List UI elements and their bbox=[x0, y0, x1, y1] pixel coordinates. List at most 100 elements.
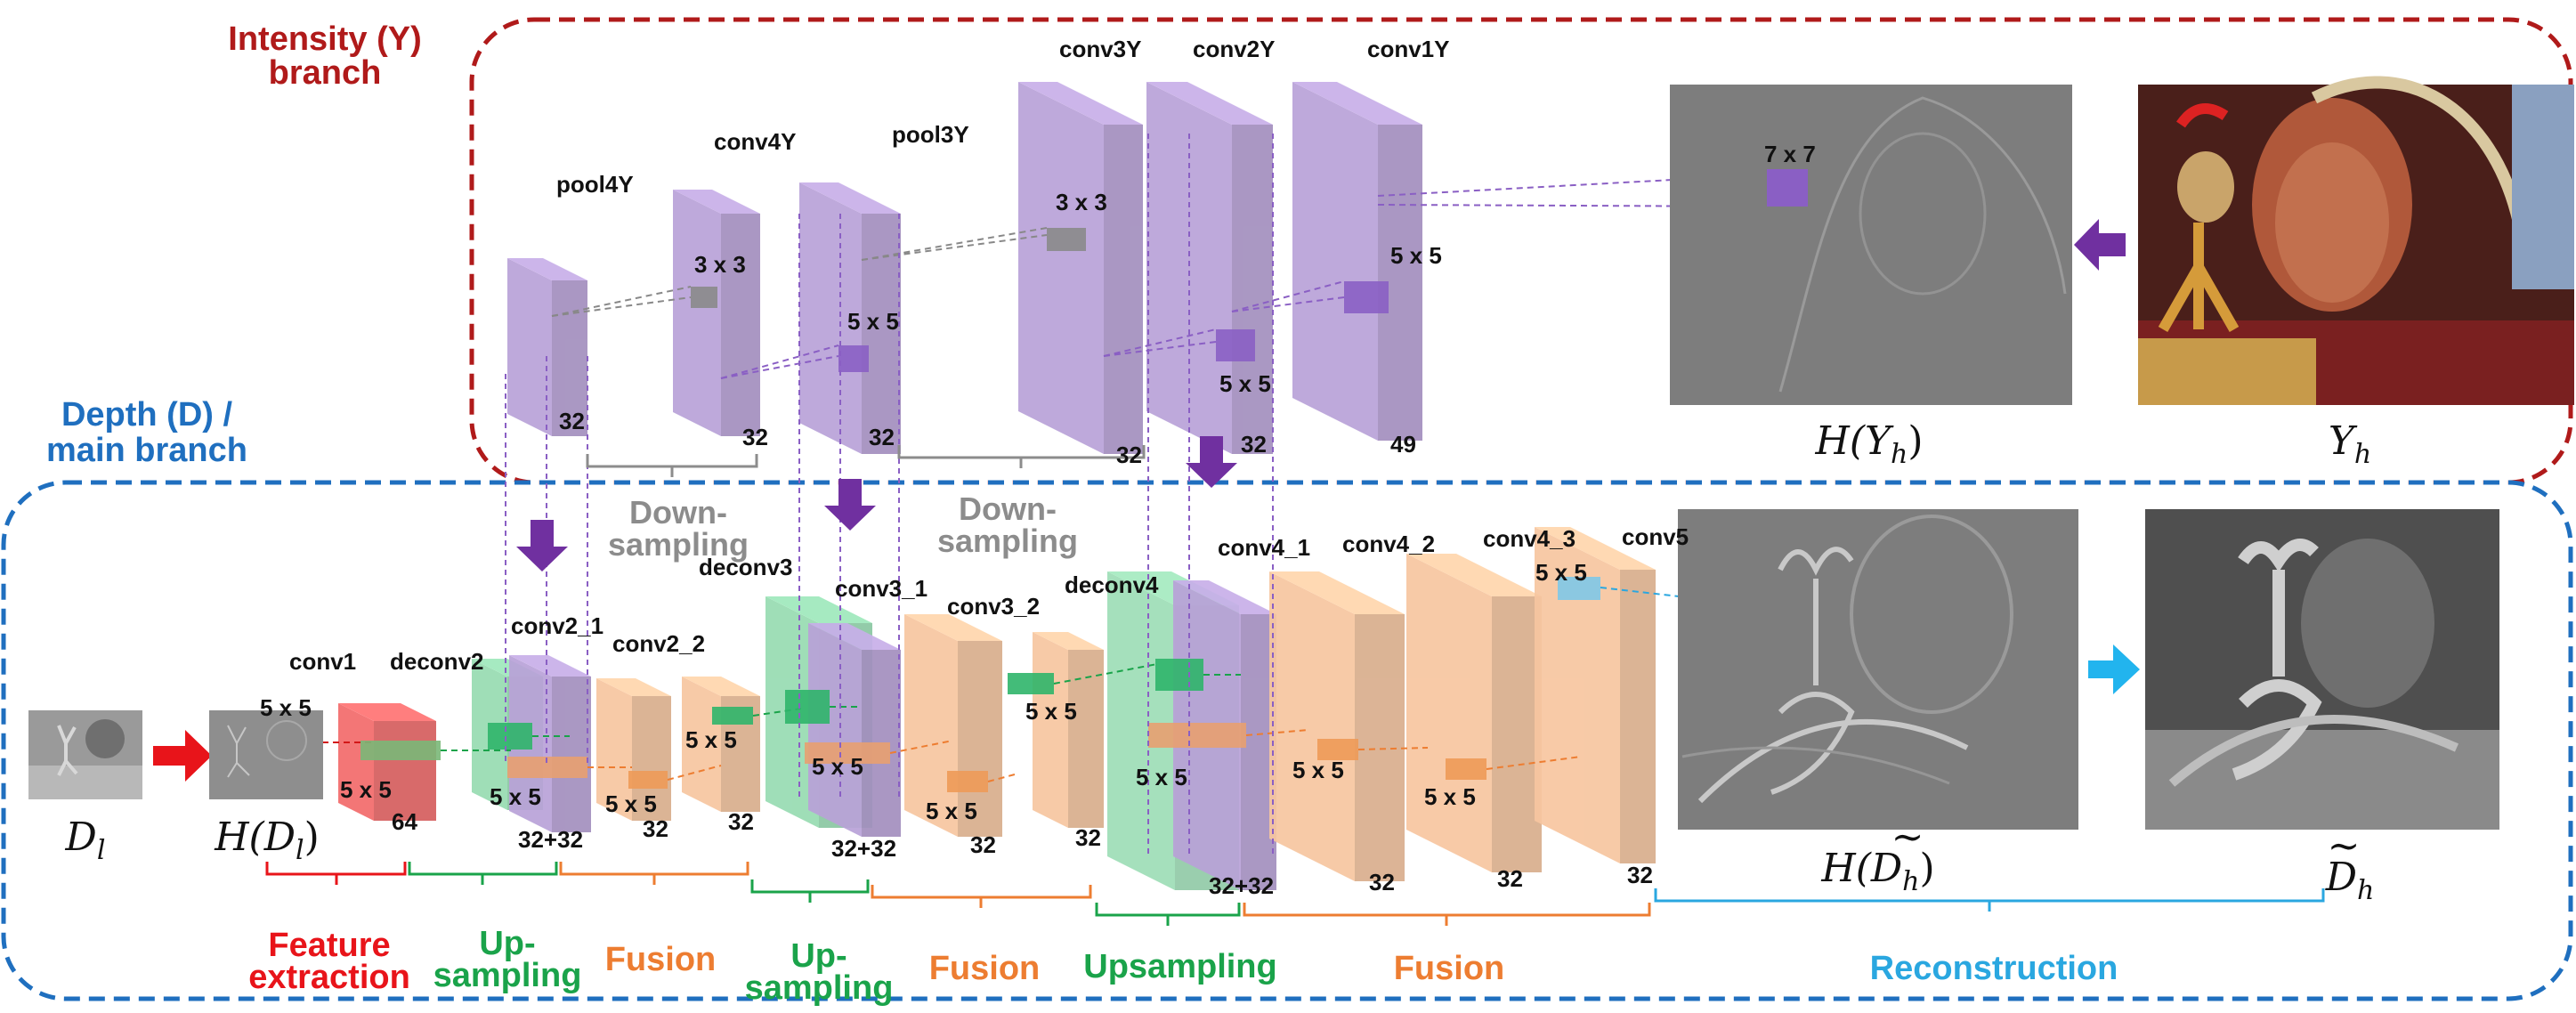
label-conv4_1: conv4_1 bbox=[1218, 534, 1310, 561]
image-HDh bbox=[1678, 509, 2078, 830]
channel-labels: 32 32 32 32 32 49 64 32+32 32 32 32+32 3… bbox=[392, 408, 1653, 899]
channel-label: 32 bbox=[1241, 431, 1267, 458]
label-conv4_2: conv4_2 bbox=[1342, 531, 1435, 557]
arrow-down-icon bbox=[824, 479, 876, 531]
projection-line bbox=[1231, 280, 1345, 312]
caption-Yh: Yh bbox=[2329, 418, 2371, 470]
kernel-label: 3 x 3 bbox=[694, 251, 746, 278]
label-conv2_1: conv2_1 bbox=[511, 612, 603, 639]
kernel-conv3_2 bbox=[947, 771, 988, 792]
channel-label: 32 bbox=[559, 408, 585, 434]
caption-HYh: H(Yh) bbox=[1814, 418, 1923, 470]
projection-line bbox=[1377, 174, 1772, 197]
block-deconv2 bbox=[338, 703, 436, 821]
down-arrows bbox=[516, 436, 1237, 571]
channel-label: 32 bbox=[1116, 442, 1142, 468]
projection-line bbox=[1377, 204, 1772, 207]
kernel-label: 5 x 5 bbox=[605, 790, 657, 817]
block-pool4Y bbox=[507, 258, 587, 436]
kernel-label: 5 x 5 bbox=[1390, 242, 1442, 269]
channel-label: 32+32 bbox=[518, 826, 583, 853]
kernel-conv4Y bbox=[838, 345, 869, 372]
kernel-cuboids bbox=[288, 174, 1915, 792]
arrow-right-cyan-icon bbox=[2088, 644, 2140, 694]
label-deconv4: deconv4 bbox=[1065, 571, 1159, 598]
block-conv2Y bbox=[1146, 82, 1273, 454]
kernel-deconv2 bbox=[360, 741, 441, 760]
projection-line bbox=[551, 296, 692, 317]
stage-upsampling-1: Up-sampling bbox=[433, 925, 582, 994]
kernel-label: 5 x 5 bbox=[490, 783, 541, 810]
projection-line bbox=[861, 234, 1048, 261]
block-conv3_2b bbox=[1033, 632, 1104, 828]
caption-Dl: Dl bbox=[65, 814, 106, 866]
kernel-conv2_2 bbox=[628, 771, 668, 789]
channel-label: 32 bbox=[1627, 862, 1653, 888]
arrow-left-icon bbox=[2074, 219, 2126, 271]
projection-line bbox=[667, 765, 722, 781]
label-pool4Y: pool4Y bbox=[556, 171, 634, 198]
label-conv1Y: conv1Y bbox=[1367, 36, 1450, 62]
projection-line bbox=[987, 774, 1016, 782]
block-conv4_2 bbox=[1406, 554, 1542, 872]
kernel-up3 bbox=[785, 690, 830, 724]
stage-fusion-2: Fusion bbox=[929, 950, 1041, 987]
kernel-pool4Y bbox=[691, 287, 717, 308]
label-deconv2: deconv2 bbox=[390, 648, 484, 675]
projection-line bbox=[720, 355, 839, 379]
label-conv1: conv1 bbox=[289, 648, 356, 675]
kernel-label: 5 x 5 bbox=[1424, 783, 1476, 810]
kernel-label: 5 x 5 bbox=[812, 753, 863, 780]
projection-line bbox=[1357, 747, 1429, 750]
channel-label: 32 bbox=[869, 424, 895, 450]
downsampling-label-2: Down-sampling bbox=[937, 490, 1078, 559]
kernel-pool3Y bbox=[1047, 228, 1086, 251]
channel-label: 32 bbox=[970, 831, 996, 858]
image-Dh bbox=[2145, 509, 2499, 830]
label-conv3_2: conv3_2 bbox=[947, 593, 1040, 620]
caption-HDh: H(Dh) bbox=[1820, 846, 1934, 897]
kernel-label: 5 x 5 bbox=[1219, 370, 1271, 397]
kernel-label: 5 x 5 bbox=[340, 776, 392, 803]
stage-upsampling-3: Upsampling bbox=[1083, 948, 1276, 985]
layer-blocks bbox=[338, 82, 1656, 890]
label-conv5: conv5 bbox=[1622, 523, 1689, 550]
channel-label: 32 bbox=[728, 808, 754, 835]
label-conv3Y: conv3Y bbox=[1059, 36, 1142, 62]
stage-reconstruction: Reconstruction bbox=[1870, 950, 2118, 987]
projection-line bbox=[752, 708, 802, 717]
kernel-deconv3 bbox=[712, 707, 753, 725]
projection-line bbox=[720, 344, 839, 379]
image-HYh bbox=[1670, 85, 2072, 405]
image-HDl bbox=[209, 710, 323, 799]
channel-label: 32 bbox=[1075, 824, 1101, 851]
channel-label: 32 bbox=[1497, 865, 1523, 892]
kernel-up2 bbox=[488, 723, 532, 750]
block-conv2_2b bbox=[682, 677, 760, 812]
stage-brackets bbox=[265, 862, 2325, 926]
block-conv4_3 bbox=[1535, 527, 1656, 863]
channel-label: 64 bbox=[392, 808, 417, 835]
label-conv4_3: conv4_3 bbox=[1483, 525, 1576, 552]
block-conv2_2a bbox=[596, 678, 671, 821]
stage-fusion-3: Fusion bbox=[1394, 950, 1505, 987]
tilde-Dh: ~ bbox=[2328, 823, 2361, 869]
kernel-label: 5 x 5 bbox=[847, 308, 899, 335]
intensity-branch-title: Intensity (Y) branch bbox=[228, 20, 421, 92]
label-conv2Y: conv2Y bbox=[1193, 36, 1276, 62]
channel-label: 32 bbox=[1369, 869, 1395, 895]
kernel-label: 5 x 5 bbox=[1025, 698, 1077, 725]
kernel-conv4_3 bbox=[1558, 577, 1600, 600]
arrow-down-icon bbox=[516, 520, 568, 571]
kernel-label: 5 x 5 bbox=[926, 798, 977, 824]
block-conv4_1o bbox=[1269, 571, 1405, 881]
kernel-up4 bbox=[1155, 659, 1203, 691]
caption-HDl: H(Dl) bbox=[214, 814, 320, 866]
stage-feature-extraction: Feature extraction bbox=[248, 927, 410, 996]
kernel-deconv4 bbox=[1008, 673, 1054, 694]
kernel-conv3Y bbox=[1216, 329, 1255, 361]
block-conv3_1 bbox=[808, 623, 901, 837]
kernel-label: 5 x 5 bbox=[1535, 559, 1587, 586]
channel-label: 32+32 bbox=[831, 835, 896, 862]
